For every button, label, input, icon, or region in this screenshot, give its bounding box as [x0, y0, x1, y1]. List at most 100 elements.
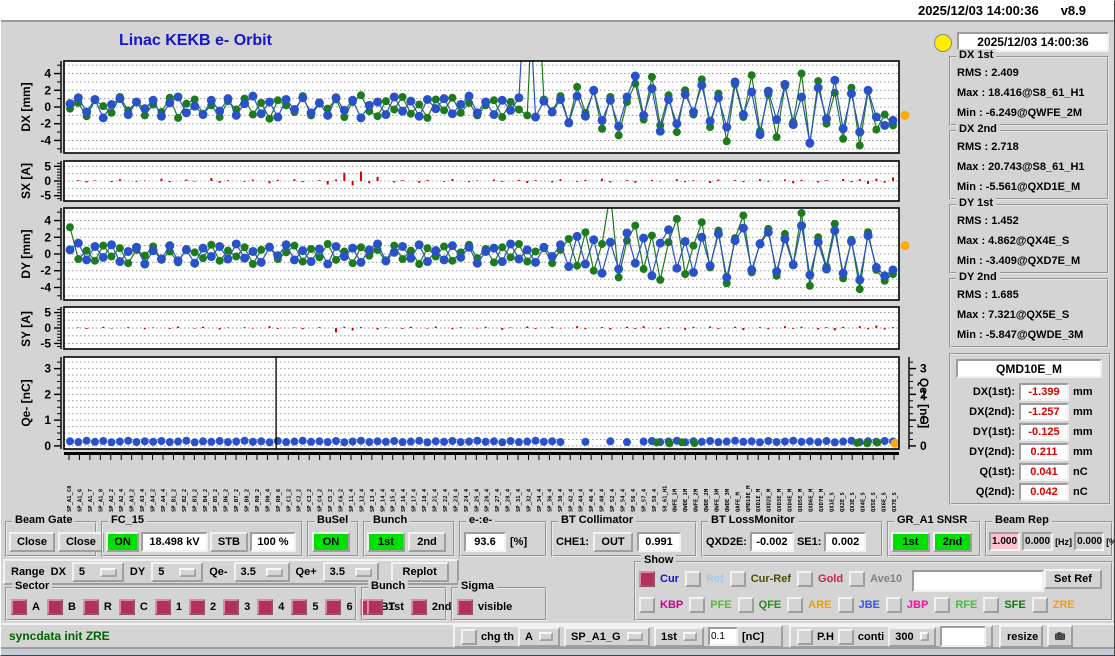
beam-rep-v2-field: 0.000	[1022, 532, 1054, 551]
sector-a-checkbox[interactable]	[11, 599, 27, 615]
range-qep-dropdown[interactable]: 3.5	[322, 562, 379, 582]
svg-text:SP_22_4: SP_22_4	[443, 488, 449, 512]
sp-select-dropdown[interactable]: SP_A1_G	[564, 626, 650, 647]
bunch-1st-button[interactable]: 1st	[367, 532, 405, 552]
svg-text:SP_21_4: SP_21_4	[433, 488, 439, 512]
show-qfe-checkbox[interactable]	[737, 597, 754, 613]
gr-a1-1st-button[interactable]: 1st	[891, 532, 930, 552]
screenshot-camera-button[interactable]	[1047, 625, 1073, 647]
range-dx-dropdown[interactable]: 5	[71, 562, 124, 582]
svg-text:4: 4	[44, 214, 51, 228]
svg-text:SP_36_4: SP_36_4	[547, 488, 553, 512]
beam-gate-close-1-button[interactable]: Close	[9, 532, 55, 552]
stat-legend: DX 2nd	[956, 123, 1000, 135]
sigma-visible-checkbox[interactable]	[457, 599, 473, 615]
sector-b-label: B	[67, 601, 76, 613]
show-kbp-checkbox[interactable]	[639, 597, 655, 613]
show-cur-checkbox[interactable]	[639, 571, 655, 587]
beam-gate-group: Beam Gate Close Close	[5, 514, 104, 557]
show-ave10-checkbox[interactable]	[849, 571, 866, 587]
sector-4-checkbox[interactable]	[257, 599, 274, 615]
threshold-input[interactable]	[708, 627, 738, 646]
monitor-row: Q(1st): 0.041 nC	[955, 462, 1107, 482]
monitor-row-label: Q(2nd):	[975, 486, 1015, 498]
busel-on-button[interactable]: ON	[312, 532, 350, 552]
fc15-kv-field: 18.498 kV	[141, 532, 208, 552]
titlebar-version: v8.9	[1060, 3, 1086, 18]
show-cur-ref-checkbox[interactable]	[729, 571, 746, 587]
beam-gate-close-2-button[interactable]: Close	[57, 532, 104, 552]
show-sfe-checkbox[interactable]	[983, 597, 1000, 613]
range-dy-dropdown[interactable]: 5	[151, 562, 204, 582]
range-qep-label: Qe+	[295, 566, 317, 578]
che1-out-button[interactable]: OUT	[593, 532, 634, 552]
ph-checkbox[interactable]	[797, 628, 813, 645]
dropdown-indicator-icon	[682, 632, 697, 641]
bunch-1st-checkbox[interactable]	[367, 599, 383, 615]
bunch-select-value: 1st	[661, 630, 677, 643]
fc15-stb-button[interactable]: STB	[209, 532, 248, 552]
stat-group-dy-1st: DY 1st RMS : 1.452 Max : 4.862@QX4E_S Min :…	[949, 197, 1109, 274]
svg-text:SP_32_4: SP_32_4	[526, 488, 532, 512]
svg-text:SP_B1_2: SP_B1_2	[171, 489, 177, 512]
chg-th-checkbox[interactable]	[461, 628, 477, 645]
set-ref-button[interactable]: Set Ref	[1044, 569, 1102, 589]
th-select-dropdown[interactable]: A	[518, 626, 560, 647]
stat-group-dx-2nd: DX 2nd RMS : 2.718 Max : 20.743@S8_61_H1 Mi…	[949, 123, 1109, 200]
extra-input[interactable]	[940, 626, 987, 647]
gr-a1-2nd-button[interactable]: 2nd	[933, 532, 972, 552]
titlebar-timestamp: 2025/12/03 14:00:36	[917, 3, 1039, 18]
sector-6-checkbox[interactable]	[325, 599, 342, 615]
bunch-2nd-button[interactable]: 2nd	[408, 532, 446, 552]
show-are-checkbox[interactable]	[787, 597, 804, 613]
sector-6-label: 6	[346, 601, 353, 613]
bunch-2nd-checkbox[interactable]	[410, 599, 427, 615]
dropdown-indicator-icon	[354, 567, 372, 577]
camera-icon	[1055, 632, 1065, 640]
sector-a-toggle: A	[11, 599, 40, 615]
show-pfe-checkbox[interactable]	[689, 597, 706, 613]
th-select-value: A	[525, 630, 533, 643]
range-qem-dropdown[interactable]: 3.5	[233, 562, 290, 582]
svg-text:SP_A1_C8: SP_A1_C8	[67, 486, 73, 513]
dropdown-indicator-icon	[626, 632, 643, 641]
sector-1-checkbox[interactable]	[154, 599, 171, 615]
show-zre-checkbox[interactable]	[1031, 597, 1048, 613]
sector-2-checkbox[interactable]	[188, 599, 205, 615]
sector-c-checkbox[interactable]	[118, 599, 135, 615]
reference-input[interactable]	[912, 570, 1044, 592]
range-dy-value: 5	[158, 566, 165, 578]
svg-text:SP_A4_4: SP_A4_4	[161, 488, 167, 512]
sector-r-checkbox[interactable]	[82, 599, 99, 615]
range-qem-label: Qe-	[209, 566, 228, 578]
beam-rep-group: Beam Rep 1.000 0.000 [Hz] 0.000 [%]	[985, 514, 1114, 557]
chart-qe-: 3 2 1 0 3 2 1 0	[44, 356, 927, 451]
sector-b-checkbox[interactable]	[46, 599, 63, 615]
che1-label: CHE1:	[556, 536, 590, 548]
conti-checkbox[interactable]	[837, 628, 854, 645]
sector-1-label: 1	[175, 601, 182, 613]
stat-line: Min : -6.249@QWFE_2M	[957, 107, 1083, 119]
monitor-row-label: DY(1st):	[972, 426, 1015, 438]
sector-3-checkbox[interactable]	[223, 599, 240, 615]
svg-text:-2: -2	[40, 264, 51, 278]
count-dropdown[interactable]: 300	[888, 626, 937, 647]
show-gold-checkbox[interactable]	[797, 571, 814, 587]
monitor-row: DX(2nd): -1.257 mm	[955, 402, 1107, 422]
bunch-select-dropdown[interactable]: 1st	[654, 626, 704, 647]
fc15-on-button[interactable]: ON	[106, 532, 140, 552]
sector-5-checkbox[interactable]	[291, 599, 308, 615]
show-ref-checkbox[interactable]	[684, 571, 701, 587]
replot-button[interactable]: Replot	[390, 562, 449, 582]
resize-button[interactable]: resize	[999, 625, 1043, 648]
svg-text:SP_A2_2: SP_A2_2	[109, 489, 115, 512]
show-jbe-checkbox[interactable]	[837, 597, 854, 613]
svg-text:SP_A1_7: SP_A1_7	[88, 489, 94, 512]
svg-text:QXD3E_M: QXD3E_M	[777, 488, 783, 512]
show-jbp-checkbox[interactable]	[885, 597, 902, 613]
fc15-group: FC_15 ON 18.498 kV STB 100 %	[101, 514, 303, 557]
qxd2e-label: QXD2E:	[706, 536, 747, 548]
show-rfe-checkbox[interactable]	[934, 597, 951, 613]
stat-group-dy-2nd: DY 2nd RMS : 1.685 Max : 7.321@QX5E_S Min :…	[949, 271, 1109, 348]
svg-text:SP_48_4: SP_48_4	[600, 488, 606, 512]
